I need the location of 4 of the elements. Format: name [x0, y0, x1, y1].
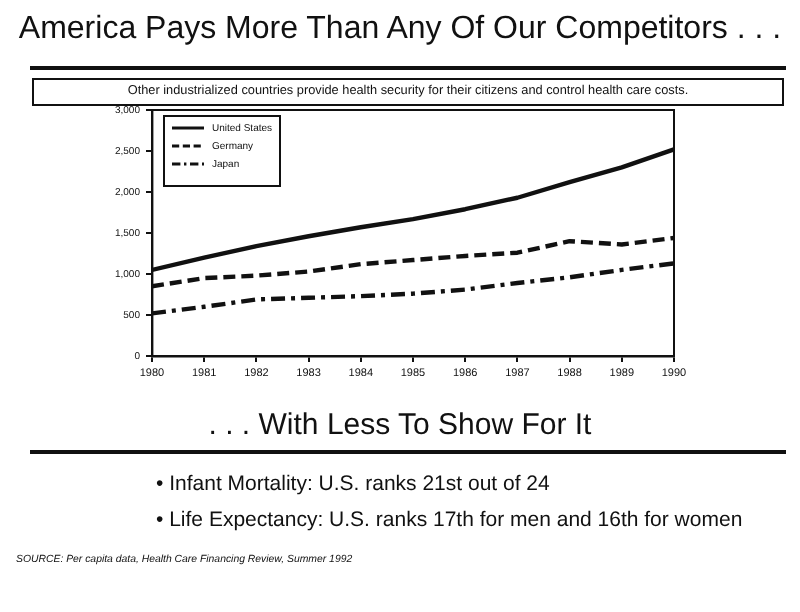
text: . . . With Less To Show For It: [206, 408, 594, 442]
chart-title: America Pays More Than Any Of Our Competitors . . .: [16, 12, 784, 48]
text: • Life Expectancy: U.S. ranks 17th for men and 16th for women: [156, 508, 743, 532]
text: • Infant Mortality: U.S. ranks 21st out of 24: [156, 472, 550, 496]
